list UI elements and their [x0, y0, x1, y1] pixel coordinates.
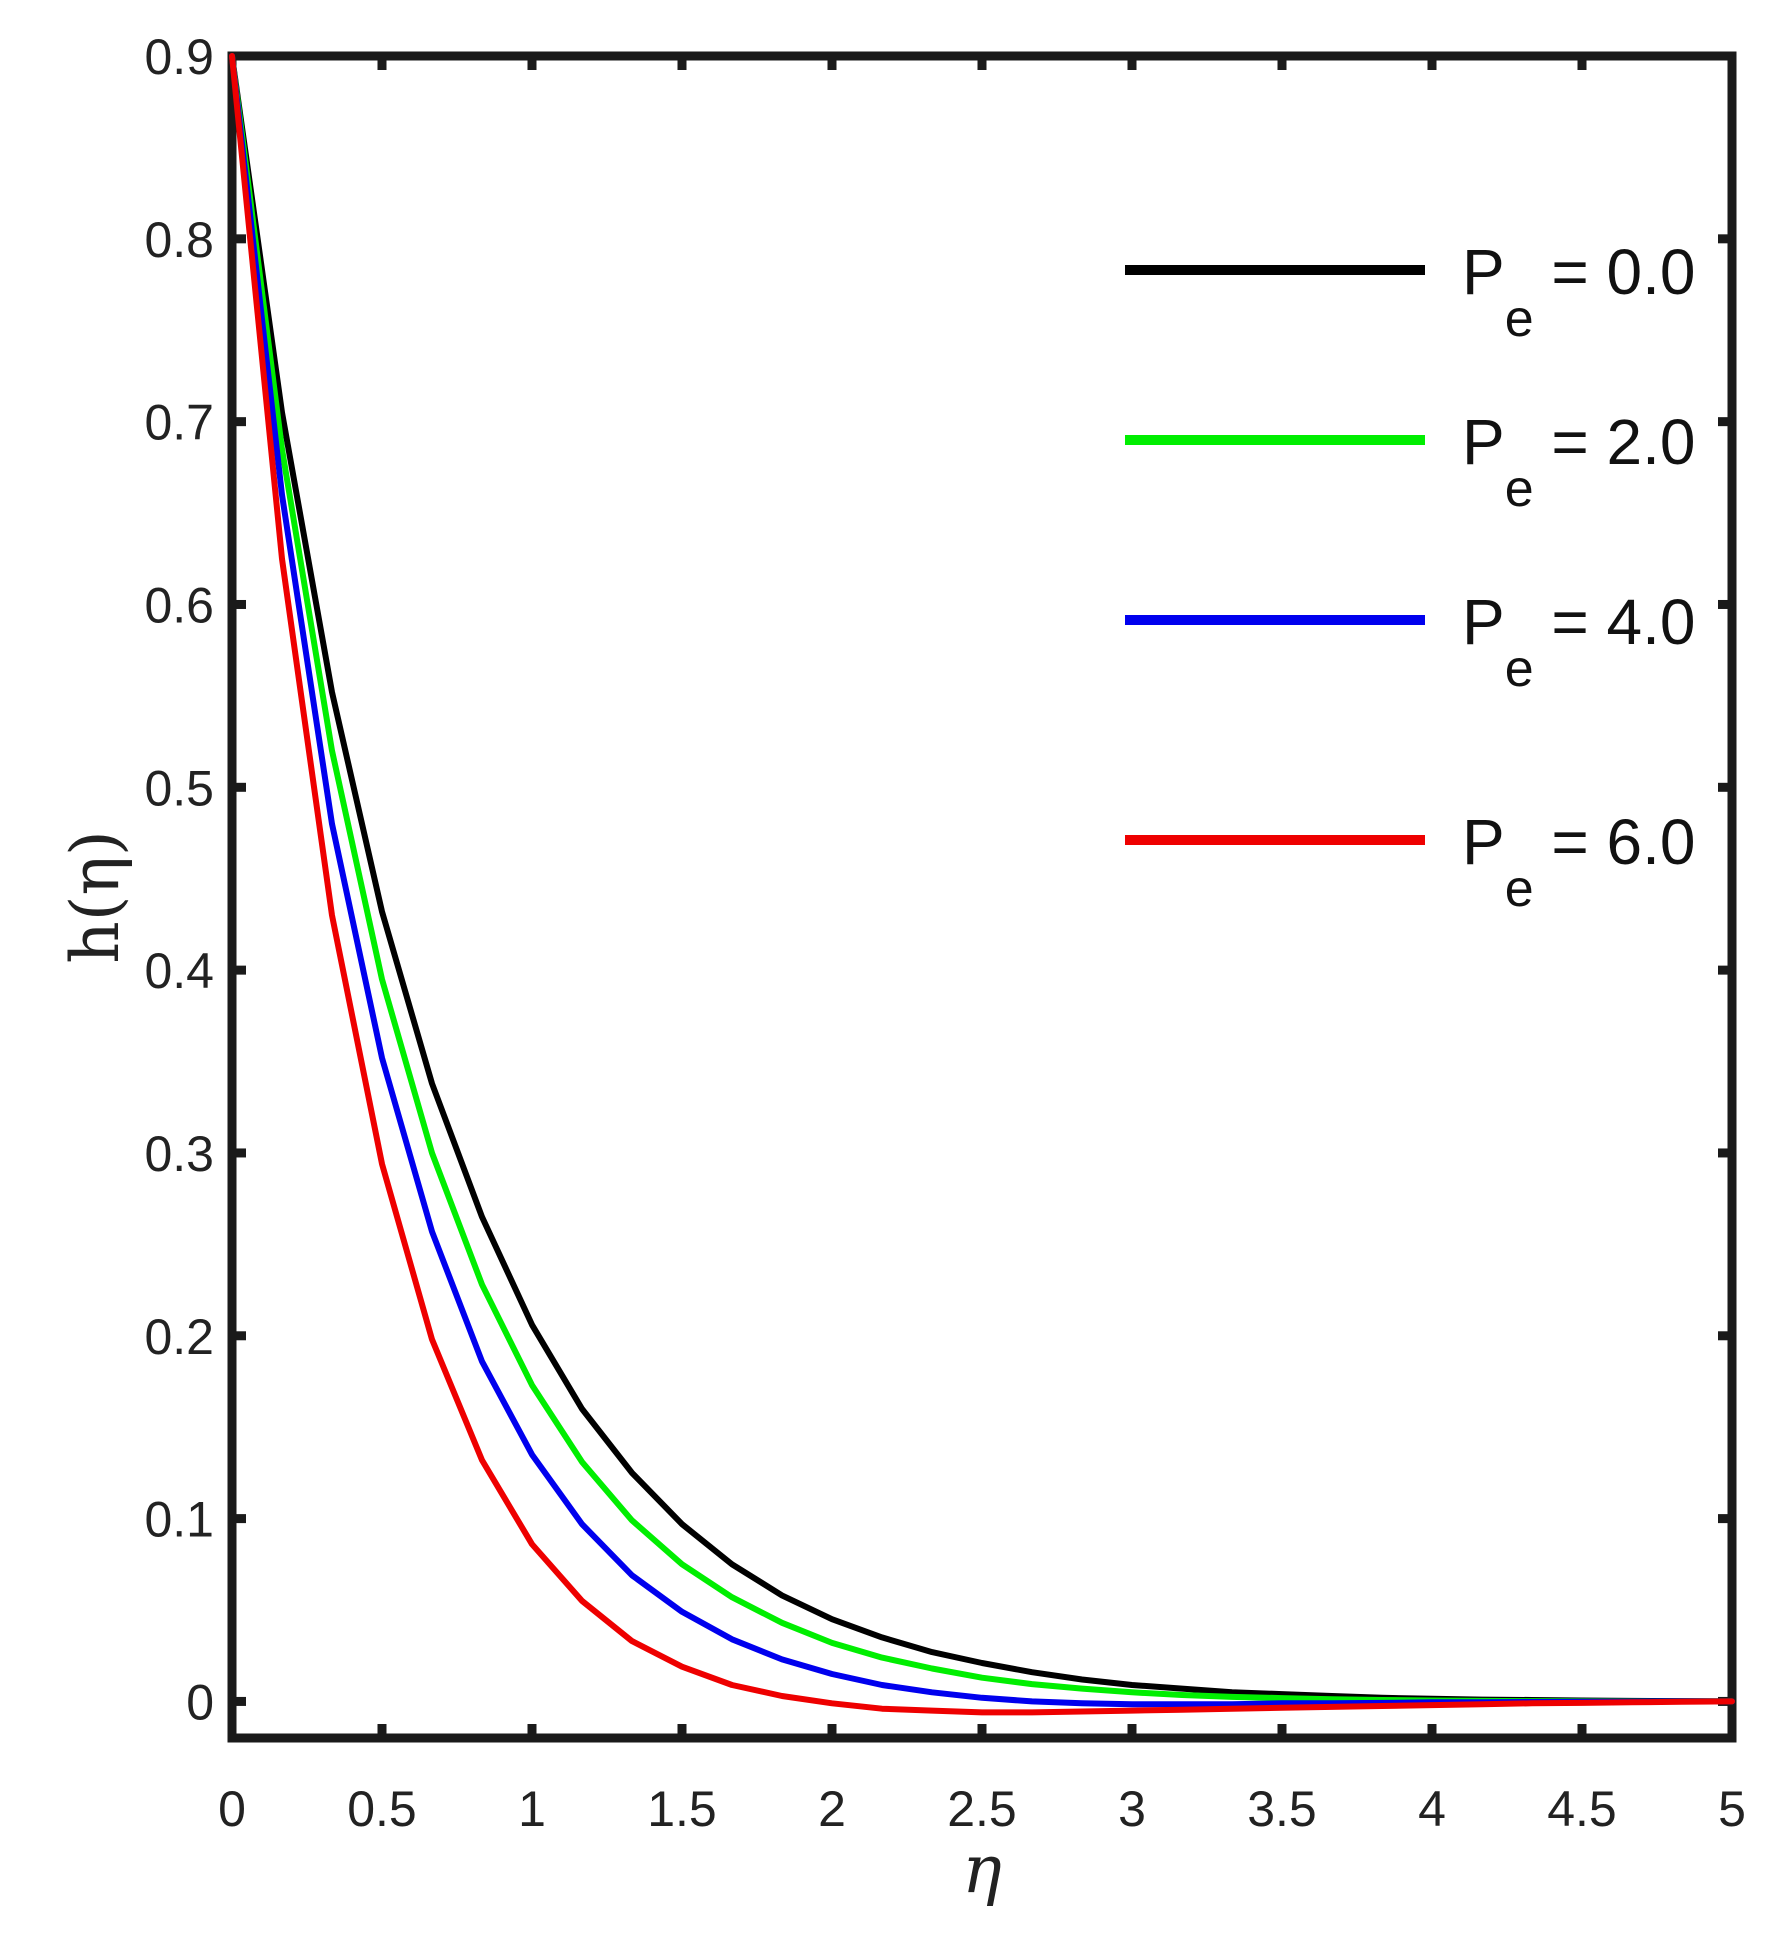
series-lines — [229, 53, 1735, 1716]
tick-labels: 0 0.5 1 1.5 2 2.5 3 3.5 4 4.5 5 0 0.1 0.2 0.3 0.4 0.5 0.6… — [144, 29, 1745, 1837]
legend-label-subscript: e — [1505, 860, 1534, 918]
legend-label-main: P — [1462, 406, 1505, 478]
x-tick-label: 4.5 — [1547, 1781, 1617, 1837]
x-tick-label: 3 — [1118, 1781, 1146, 1837]
y-tick-label: 0 — [186, 1674, 214, 1730]
legend-label-value: = 2.0 — [1534, 406, 1696, 478]
x-tick-label: 0 — [218, 1781, 246, 1837]
legend-label-value: = 6.0 — [1534, 806, 1696, 878]
x-tick-label: 0.5 — [347, 1781, 417, 1837]
y-tick-label: 0.1 — [144, 1492, 214, 1548]
y-tick-label: 0.5 — [144, 760, 214, 816]
y-tick-label: 0.4 — [144, 943, 214, 999]
legend: Pe = 0.0Pe = 2.0Pe = 4.0Pe = 6.0 — [1125, 236, 1696, 918]
x-tick-label: 1.5 — [647, 1781, 717, 1837]
y-tick-label: 0.6 — [144, 577, 214, 633]
x-axis-label: η — [962, 1831, 1002, 1908]
legend-label-value: = 0.0 — [1534, 236, 1696, 308]
x-tick-label: 2.5 — [947, 1781, 1017, 1837]
x-tick-label: 2 — [818, 1781, 846, 1837]
legend-label-main: P — [1462, 586, 1505, 658]
y-axis-label: h(η) — [57, 830, 134, 964]
axis-ticks — [227, 51, 1737, 1738]
legend-label: Pe = 0.0 — [1462, 236, 1696, 348]
y-tick-label: 0.2 — [144, 1309, 214, 1365]
y-tick-label: 0.3 — [144, 1126, 214, 1182]
legend-label: Pe = 2.0 — [1462, 406, 1696, 518]
x-tick-label: 5 — [1718, 1781, 1746, 1837]
x-tick-label: 1 — [518, 1781, 546, 1837]
legend-label-subscript: e — [1505, 640, 1534, 698]
x-tick-label: 4 — [1418, 1781, 1446, 1837]
legend-label-main: P — [1462, 236, 1505, 308]
y-tick-label: 0.8 — [144, 212, 214, 268]
legend-label-main: P — [1462, 806, 1505, 878]
legend-label-subscript: e — [1505, 290, 1534, 348]
legend-label: Pe = 6.0 — [1462, 806, 1696, 918]
series-line — [229, 53, 1735, 1716]
y-tick-label: 0.7 — [144, 395, 214, 451]
legend-label: Pe = 4.0 — [1462, 586, 1696, 698]
x-tick-label: 3.5 — [1247, 1781, 1317, 1837]
legend-label-subscript: e — [1505, 460, 1534, 518]
legend-label-value: = 4.0 — [1534, 586, 1696, 658]
y-tick-label: 0.9 — [144, 29, 214, 85]
